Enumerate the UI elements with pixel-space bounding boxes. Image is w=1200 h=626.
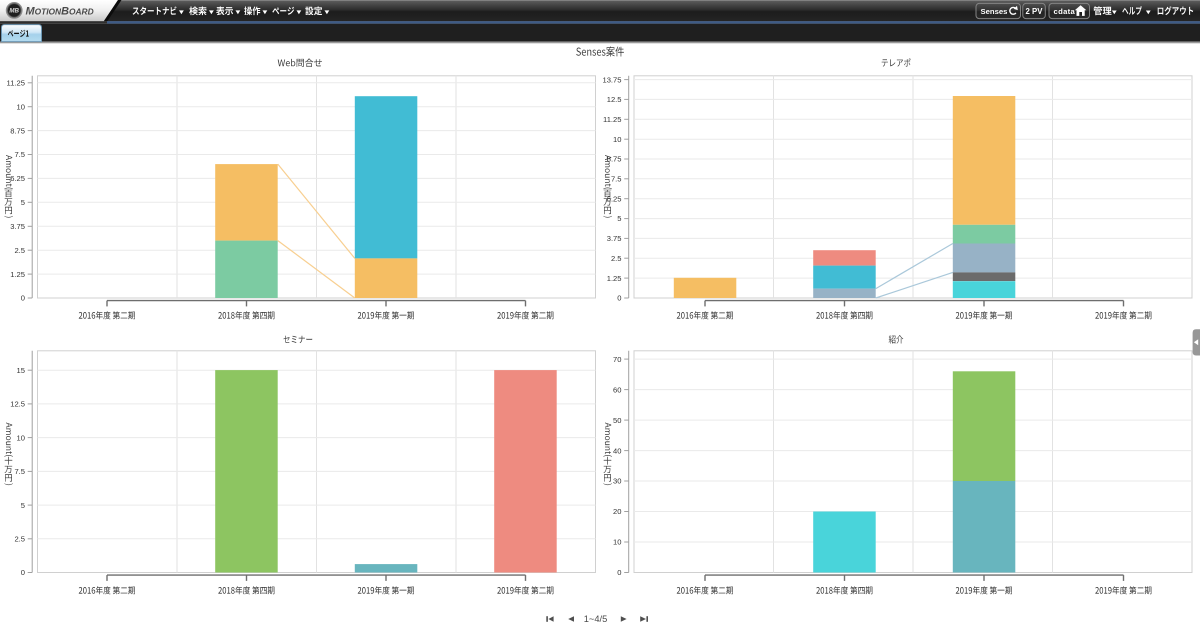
svg-text:cdata: cdata xyxy=(1054,7,1076,16)
svg-text:2 PV: 2 PV xyxy=(1026,7,1044,16)
svg-text:10: 10 xyxy=(613,135,621,144)
svg-text:12.5: 12.5 xyxy=(10,400,25,409)
svg-text:15: 15 xyxy=(17,366,25,375)
svg-text:MOTIONBOARD: MOTIONBOARD xyxy=(26,6,94,18)
svg-text:13.75: 13.75 xyxy=(602,75,621,84)
svg-text:70: 70 xyxy=(613,355,621,364)
svg-text:10: 10 xyxy=(17,433,25,442)
svg-text:5: 5 xyxy=(21,501,25,510)
svg-text:3.75: 3.75 xyxy=(607,234,622,243)
svg-text:6.25: 6.25 xyxy=(10,174,25,183)
svg-text:50: 50 xyxy=(613,416,621,425)
svg-text:12.5: 12.5 xyxy=(607,95,622,104)
svg-text:8.75: 8.75 xyxy=(607,155,622,164)
svg-text:7.5: 7.5 xyxy=(14,467,25,476)
svg-text:0: 0 xyxy=(617,568,621,577)
svg-text:0: 0 xyxy=(21,294,25,303)
svg-text:10: 10 xyxy=(17,102,25,111)
svg-text:5: 5 xyxy=(21,198,25,207)
svg-text:11.25: 11.25 xyxy=(603,115,621,124)
svg-text:MB: MB xyxy=(9,8,19,15)
svg-text:5: 5 xyxy=(617,214,621,223)
svg-text:2.5: 2.5 xyxy=(14,535,25,544)
svg-text:7.5: 7.5 xyxy=(14,150,25,159)
svg-text:2.5: 2.5 xyxy=(14,246,25,255)
svg-text:1~4/5: 1~4/5 xyxy=(584,614,608,624)
svg-text:11.25: 11.25 xyxy=(7,79,25,88)
svg-text:Senses: Senses xyxy=(981,7,1008,16)
svg-text:20: 20 xyxy=(613,507,621,516)
svg-text:6.25: 6.25 xyxy=(607,194,622,203)
svg-text:60: 60 xyxy=(613,385,621,394)
svg-text:0: 0 xyxy=(617,294,621,303)
svg-text:2.5: 2.5 xyxy=(611,254,622,263)
svg-text:10: 10 xyxy=(613,538,621,547)
svg-text:0: 0 xyxy=(21,568,25,577)
svg-text:1.25: 1.25 xyxy=(607,274,622,283)
svg-text:30: 30 xyxy=(613,477,621,486)
svg-text:7.5: 7.5 xyxy=(611,175,622,184)
svg-text:40: 40 xyxy=(613,446,621,455)
svg-text:3.75: 3.75 xyxy=(10,222,25,231)
svg-text:8.75: 8.75 xyxy=(10,126,25,135)
svg-text:1.25: 1.25 xyxy=(10,270,25,279)
